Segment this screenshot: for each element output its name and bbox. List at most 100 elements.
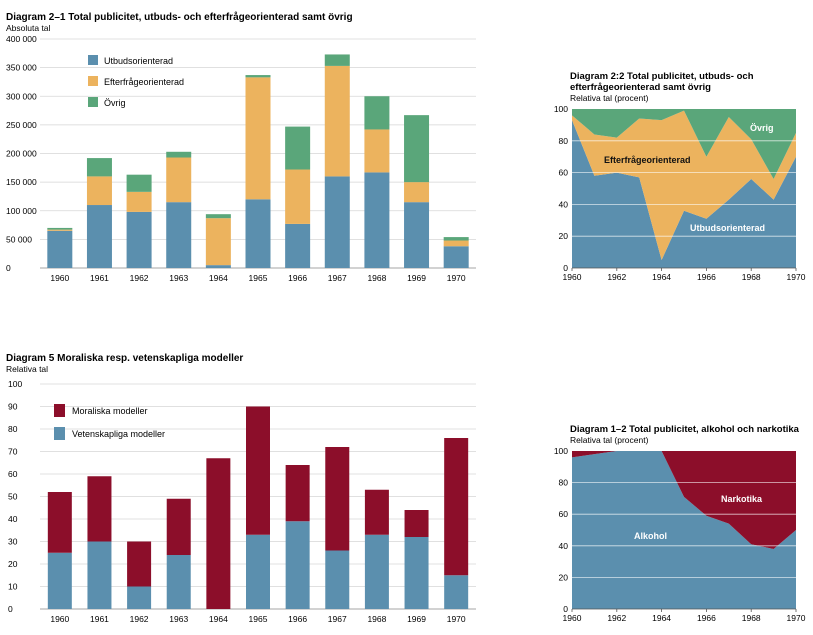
legend: Moraliska modeller Vetenskapliga modelle…	[54, 404, 165, 440]
y-axis-label: Relativa tal (procent)	[570, 435, 649, 445]
y-tick-label: 60	[559, 509, 569, 519]
x-tick-label: 1962	[130, 614, 149, 624]
x-tick-label: 1967	[328, 614, 347, 624]
bar-moraliska-modeller-1964	[206, 458, 231, 609]
bar-vetenskapliga-modeller-1970	[444, 575, 469, 609]
y-tick-label: 400 000	[6, 34, 37, 44]
y-tick-label: 50	[8, 492, 18, 502]
area-efterfrageorienterad	[572, 110, 796, 261]
x-tick-label: 1968	[742, 613, 761, 623]
y-tick-label: 0	[6, 263, 11, 273]
x-tick-label: 1964	[209, 614, 228, 624]
y-tick-label: 30	[8, 537, 18, 547]
y-tick-label: 250 000	[6, 120, 37, 130]
y-tick-label: 100	[8, 379, 22, 389]
bars	[47, 54, 469, 268]
chart-diagram-2-1: Diagram 2–1 Total publicitet, utbuds- oc…	[6, 11, 476, 283]
y-tick-label: 70	[8, 447, 18, 457]
bar-utbudsorienterad-1968	[364, 172, 390, 268]
bar-vetenskapliga-modeller-1965	[246, 534, 270, 609]
bar-utbudsorienterad-1963	[166, 202, 192, 268]
y-tick-label: 100	[554, 104, 568, 114]
chart-title: Diagram 2–1 Total publicitet, utbuds- oc…	[6, 11, 353, 23]
bar-efterfrageorienterad-1966	[285, 169, 311, 224]
bar-moraliska-modeller-1969	[404, 510, 429, 537]
y-tick-label: 10	[8, 582, 18, 592]
y-tick-label: 80	[8, 424, 18, 434]
bar-vetenskapliga-modeller-1962	[127, 586, 152, 609]
y-tick-label: 50 000	[6, 234, 32, 244]
legend-label-vetenskapliga: Vetenskapliga modeller	[72, 429, 165, 439]
y-axis-label: Absoluta tal	[6, 23, 51, 33]
legend-label-moraliska: Moraliska modeller	[72, 406, 148, 416]
bar-efterfrageorienterad-1967	[324, 65, 350, 177]
area-utbudsorienterad	[572, 120, 796, 268]
x-tick-label: 1970	[447, 273, 466, 283]
x-tick-label: 1963	[169, 273, 188, 283]
area-label-ovrig: Övrig	[750, 123, 774, 133]
bar-efterfrageorienterad-1968	[364, 129, 390, 173]
bar-ovrig-1960	[47, 227, 73, 230]
bar-ovrig-1968	[364, 96, 390, 130]
chart-title-line-1: Diagram 2:2 Total publicitet, utbuds- oc…	[570, 71, 754, 82]
legend-swatch-vetenskapliga	[54, 427, 65, 440]
y-axis-label: Relativa tal (procent)	[570, 93, 649, 103]
areas	[572, 109, 796, 268]
bar-utbudsorienterad-1962	[126, 211, 152, 268]
x-tick-label: 1970	[787, 613, 806, 623]
y-tick-label: 80	[559, 136, 569, 146]
legend-label-efterfrageorienterad: Efterfrågeorienterad	[104, 77, 184, 87]
bar-moraliska-modeller-1962	[127, 541, 152, 587]
bar-utbudsorienterad-1967	[324, 176, 350, 268]
bar-moraliska-modeller-1961	[87, 476, 112, 542]
area-alkohol	[572, 451, 796, 609]
chart-title: Diagram 5 Moraliska resp. vetenskapliga …	[6, 353, 243, 364]
bar-ovrig-1970	[443, 237, 469, 241]
y-tick-label: 80	[559, 478, 569, 488]
bar-efterfrageorienterad-1961	[86, 176, 112, 206]
chart-title-line-2: efterfrågeorienterad samt övrig	[570, 82, 711, 93]
y-tick-label: 60	[559, 168, 569, 178]
area-narkotika	[572, 451, 796, 549]
bar-ovrig-1963	[166, 151, 192, 158]
x-tick-label: 1964	[652, 272, 671, 282]
y-tick-label: 0	[8, 604, 13, 614]
x-tick-labels: 1960 1962 1964 1966 1968 1970	[563, 272, 806, 282]
x-tick-label: 1964	[209, 273, 228, 283]
bar-efterfrageorienterad-1964	[205, 218, 231, 266]
bar-efterfrageorienterad-1969	[404, 182, 430, 203]
legend-swatch-moraliska	[54, 404, 65, 417]
y-axis-label: Relativa tal	[6, 364, 48, 374]
bar-efterfrageorienterad-1963	[166, 157, 192, 203]
x-tick-label: 1968	[367, 273, 386, 283]
y-tick-label: 20	[559, 572, 569, 582]
bar-efterfrageorienterad-1970	[443, 240, 469, 247]
bar-ovrig-1964	[205, 214, 231, 219]
y-tick-label: 150 000	[6, 177, 37, 187]
bar-utbudsorienterad-1966	[285, 223, 311, 268]
bar-ovrig-1967	[324, 54, 350, 66]
y-tick-label: 40	[8, 514, 18, 524]
x-tick-label: 1960	[50, 273, 69, 283]
x-tick-label: 1966	[288, 614, 307, 624]
bar-vetenskapliga-modeller-1967	[325, 550, 350, 609]
x-tick-label: 1964	[652, 613, 671, 623]
y-tick-label: 100 000	[6, 206, 37, 216]
y-tick-labels: 0 10 20 30 40 50 60 70 80 90 100	[8, 379, 22, 614]
x-tick-label: 1965	[249, 273, 268, 283]
areas	[572, 451, 796, 609]
x-tick-label: 1962	[130, 273, 149, 283]
bar-utbudsorienterad-1964	[205, 265, 231, 268]
x-tick-labels: 1960 1961 1962 1963 1964 1965 1966 1967 1968 1969…	[50, 614, 466, 624]
bar-vetenskapliga-modeller-1969	[404, 537, 429, 609]
legend-swatch-utbudsorienterad	[88, 55, 98, 65]
area-label-efterfrageorienterad: Efterfrågeorienterad	[604, 155, 691, 165]
x-tick-labels: 1960 1961 1962 1963 1964 1965 1966 1967 1968 1969…	[50, 273, 466, 283]
bar-utbudsorienterad-1969	[404, 202, 430, 268]
x-tick-label: 1960	[563, 272, 582, 282]
gridlines	[571, 482, 797, 612]
x-tick-label: 1969	[407, 273, 426, 283]
area-label-utbudsorienterad: Utbudsorienterad	[690, 223, 765, 233]
bar-vetenskapliga-modeller-1968	[364, 534, 389, 609]
